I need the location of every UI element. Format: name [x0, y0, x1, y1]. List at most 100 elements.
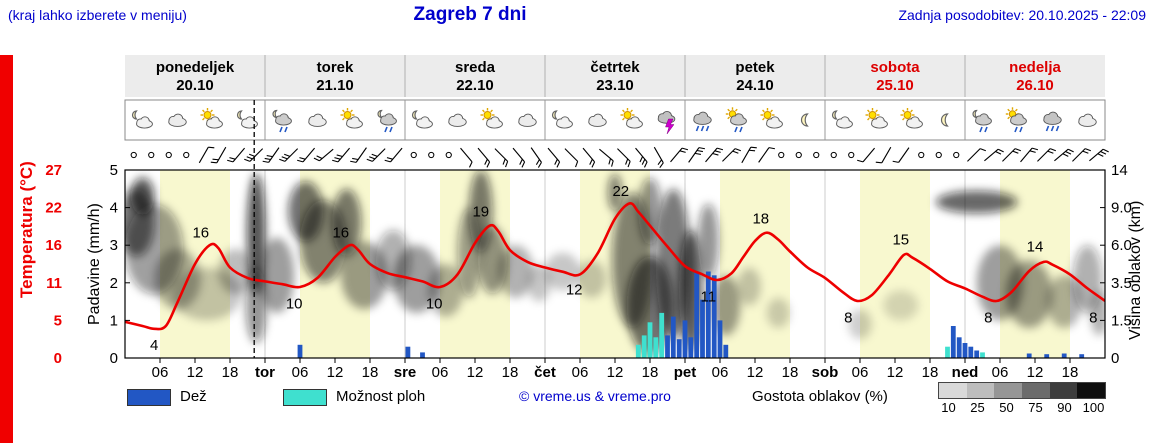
axes: 27 5 14 22 4 9.0 16 3 6.0 11 2 3.5 5 1 1.5 0 0 0 06 12 18 06 1…: [45, 162, 1132, 381]
moon-icon: [940, 113, 949, 127]
hour-label: 06: [432, 364, 449, 381]
moon-cloud-icon: [411, 110, 433, 129]
temp-value-label: 16: [192, 225, 209, 242]
wind-barb-icon: [722, 148, 742, 162]
rain-bar: [1061, 353, 1067, 358]
wind-barb-icon: [599, 148, 614, 167]
cloud-density-values: 10 25 50 75 90 100: [934, 400, 1108, 415]
cloud-density-legend-label: Gostota oblakov (%): [752, 388, 888, 405]
rain-bar: [956, 337, 962, 358]
precip-tick: 5: [110, 162, 118, 179]
rain-legend-label: Dež: [180, 388, 207, 405]
wind-barb-icon: [705, 147, 724, 163]
hour-label: 12: [1027, 364, 1044, 381]
temperature-axis-strip: [0, 55, 13, 443]
moon-rain-icon: [377, 109, 397, 133]
wind-barb-icon: [512, 147, 526, 168]
temperature-value-labels: 4 16 10 16 10 19 12 22 11 18 8 15 8 14 8: [150, 183, 1097, 354]
shower-bar: [980, 352, 985, 358]
height-tick: 3.5: [1111, 275, 1132, 292]
precip-tick: 2: [110, 275, 118, 292]
wind-barb-row: [130, 146, 1109, 169]
cloud-icon: [518, 113, 537, 127]
page-title: Zagreb 7 dni: [413, 4, 527, 25]
wind-barb-icon: [688, 147, 706, 163]
shower-legend-label: Možnost ploh: [336, 388, 426, 405]
temp-value-label: 15: [892, 232, 909, 249]
sun-rain-icon: [725, 107, 747, 133]
temp-value-label: 14: [1027, 239, 1044, 256]
hour-label: 12: [187, 364, 204, 381]
calm-wind-icon: [918, 151, 925, 159]
hour-label: 12: [607, 364, 624, 381]
calm-wind-icon: [848, 151, 855, 159]
day-name: sobota: [870, 59, 920, 76]
precip-tick: 0: [110, 350, 118, 367]
day-date: 24.10: [736, 77, 774, 94]
wind-barb-icon: [653, 146, 664, 169]
wind-barb-icon: [1089, 148, 1109, 162]
calm-wind-icon: [148, 151, 155, 159]
menu-hint[interactable]: (kraj lahko izberete v meniju): [8, 7, 187, 23]
cloud-density-gradient: [938, 382, 1106, 399]
sun-cloud-icon: [620, 108, 643, 129]
calm-wind-icon: [953, 151, 960, 159]
hour-label: 12: [887, 364, 904, 381]
hour-label: 12: [747, 364, 764, 381]
rain-bar: [1079, 354, 1085, 358]
temp-tick: 22: [45, 200, 62, 217]
cloud-icon: [588, 113, 607, 127]
calm-wind-icon: [165, 151, 172, 159]
copyright-link[interactable]: © vreme.us & vreme.pro: [519, 388, 671, 404]
wind-barb-icon: [741, 146, 757, 164]
hour-label: 06: [852, 364, 869, 381]
hour-label: 18: [642, 364, 659, 381]
moon-cloud-icon: [236, 110, 258, 129]
density-swatch: [994, 383, 1023, 398]
calm-wind-icon: [410, 151, 417, 159]
precip-tick: 3: [110, 237, 118, 254]
wind-barb-icon: [1072, 148, 1092, 162]
height-tick: 9.0: [1111, 200, 1132, 217]
hour-label: 18: [502, 364, 519, 381]
wind-barb-icon: [227, 147, 246, 163]
rain-bar: [682, 320, 688, 358]
wind-barb-icon: [460, 147, 473, 168]
calm-wind-icon: [830, 151, 837, 159]
temp-value-label: 18: [752, 211, 769, 228]
hour-label: 18: [1062, 364, 1079, 381]
shower-bar: [659, 312, 665, 358]
shower-bar: [653, 337, 659, 358]
hour-label: 18: [362, 364, 379, 381]
rain-bar: [723, 344, 729, 358]
cloud-icon: [308, 113, 327, 127]
temperature-axis-title: Temperatura (°C): [17, 161, 36, 299]
hour-label: 18: [922, 364, 939, 381]
day-name: petek: [735, 59, 775, 76]
hour-label: 06: [292, 364, 309, 381]
moon-icon: [800, 113, 809, 127]
shower-swatch: [283, 389, 327, 406]
last-update: Zadnja posodobitev: 20.10.2025 - 22:09: [898, 7, 1146, 23]
calm-wind-icon: [445, 151, 452, 159]
cloud-icon: [448, 113, 467, 127]
day-abbr: sre: [394, 364, 417, 381]
rain-bar: [670, 316, 676, 358]
temp-value-label: 10: [426, 295, 443, 312]
calm-wind-icon: [183, 151, 190, 159]
day-abbr: pet: [674, 364, 697, 381]
day-abbr: čet: [534, 364, 556, 381]
wind-barb-icon: [1054, 148, 1074, 162]
rain-bar: [968, 346, 974, 358]
rain-bar: [676, 339, 682, 358]
hour-label: 06: [152, 364, 169, 381]
cloud-icon: [1078, 113, 1097, 127]
wind-barb-icon: [297, 147, 316, 163]
rain-bar: [962, 343, 968, 358]
density-value: 25: [970, 400, 985, 415]
calm-wind-icon: [935, 151, 942, 159]
wind-barb-icon: [758, 147, 776, 163]
day-name: torek: [317, 59, 354, 76]
